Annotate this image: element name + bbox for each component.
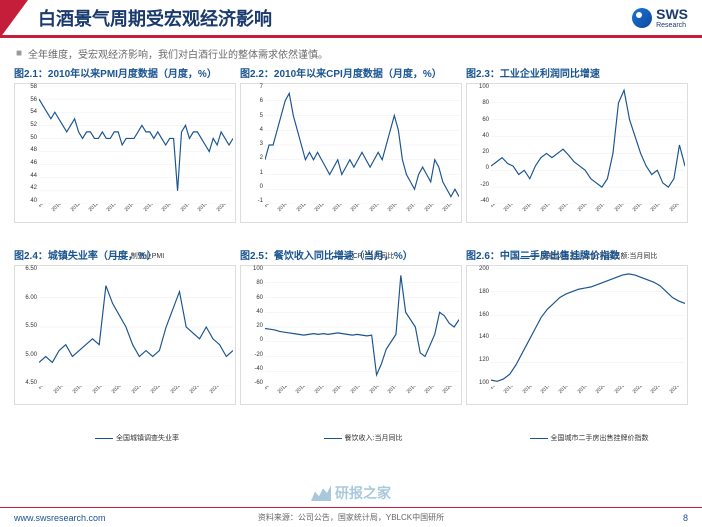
chart-area: 6.506.005.505.004.502018-062018-092019-0… xyxy=(14,265,236,405)
y-axis: 58565452504846444240 xyxy=(15,84,39,204)
watermark-icon xyxy=(311,485,331,501)
chart-title: 图2.5：餐饮收入同比增速（当月，%） xyxy=(240,251,462,263)
chart-title: 图2.4：城镇失业率（月度，%） xyxy=(14,251,236,263)
chart: 图2.4：城镇失业率（月度，%） 6.506.005.505.004.502018… xyxy=(14,251,236,429)
y-axis: 100806040200-20-40-60 xyxy=(241,266,265,386)
page-number: 8 xyxy=(683,513,688,523)
chart-plot xyxy=(265,268,459,386)
chart-area: 76543210-12010-012010-092011-052012-0320… xyxy=(240,83,462,223)
y-axis: 76543210-1 xyxy=(241,84,265,204)
subtitle: ■ 全年维度，受宏观经济影响，我们对白酒行业的整体需求依然谨慎。 xyxy=(0,38,702,69)
y-axis: 6.506.005.505.004.50 xyxy=(15,266,39,386)
chart: 图2.3：工业企业利润同比增速 100806040200-20-402012-12… xyxy=(466,69,688,247)
chart-title: 图2.2：2010年以来CPI月度数据（月度，%） xyxy=(240,69,462,81)
bullet-icon: ■ xyxy=(16,48,22,59)
logo-text: SWS xyxy=(656,6,688,22)
chart-title: 图2.6：中国二手房出售挂牌价指数 xyxy=(466,251,688,263)
chart: 图2.5：餐饮收入同比增速（当月，%） 100806040200-20-40-60… xyxy=(240,251,462,429)
logo-sub: Research xyxy=(656,22,688,29)
chart-plot xyxy=(265,86,459,204)
chart: 图2.6：中国二手房出售挂牌价指数 2001801601401201002015-… xyxy=(466,251,688,429)
sws-logo: SWS Research xyxy=(632,6,688,29)
chart-area: 100806040200-20-40-602010-062011-062012-… xyxy=(240,265,462,405)
footer: www.swsresearch.com 资料来源：公司公告，国家统计局，YBLC… xyxy=(0,507,702,527)
chart-title: 图2.1：2010年以来PMI月度数据（月度，%） xyxy=(14,69,236,81)
chart-area: 585654525048464442402010-012010-032011-0… xyxy=(14,83,236,223)
header: 白酒景气周期受宏观经济影响 SWS Research xyxy=(0,0,702,38)
watermark-text: 研报之家 xyxy=(335,483,391,503)
chart-title: 图2.3：工业企业利润同比增速 xyxy=(466,69,688,81)
charts-grid: 图2.1：2010年以来PMI月度数据（月度，%） 585654525048464… xyxy=(0,69,702,429)
y-axis: 200180160140120100 xyxy=(467,266,491,386)
chart-plot xyxy=(491,86,685,204)
logo-icon xyxy=(632,8,652,28)
x-axis: 2010-012010-032011-032012-052013-052014-… xyxy=(39,204,233,222)
x-axis: 2010-062011-062012-062013-062014-062015-… xyxy=(265,386,459,404)
page-title: 白酒景气周期受宏观经济影响 xyxy=(38,5,272,31)
chart-plot xyxy=(491,268,685,386)
chart-legend: 餐饮收入:当月同比 xyxy=(264,433,462,443)
x-axis: 2015-012015-072016-012017-012018-012019-… xyxy=(491,386,685,404)
chart-plot xyxy=(39,268,233,386)
footer-url: www.swsresearch.com xyxy=(14,513,106,523)
watermark: 研报之家 xyxy=(311,483,391,503)
x-axis: 2010-012010-092011-052012-032013-032014-… xyxy=(265,204,459,222)
footer-source: 资料来源：公司公告，国家统计局，YBLCK中国研所 xyxy=(258,512,444,523)
chart: 图2.1：2010年以来PMI月度数据（月度，%） 585654525048464… xyxy=(14,69,236,247)
subtitle-text: 全年维度，受宏观经济影响，我们对白酒行业的整体需求依然谨慎。 xyxy=(28,46,328,61)
x-axis: 2012-122013-092014-062015-032015-062016-… xyxy=(491,204,685,222)
chart-area: 2001801601401201002015-012015-072016-012… xyxy=(466,265,688,405)
chart: 图2.2：2010年以来CPI月度数据（月度，%） 76543210-12010-… xyxy=(240,69,462,247)
chart-legend: 全国城市二手房出售挂牌价指数 xyxy=(490,433,688,443)
chart-plot xyxy=(39,86,233,204)
chart-area: 100806040200-20-402012-122013-092014-062… xyxy=(466,83,688,223)
y-axis: 100806040200-20-40 xyxy=(467,84,491,204)
x-axis: 2018-062018-092019-062019-122020-062021-… xyxy=(39,386,233,404)
header-accent xyxy=(0,0,28,38)
chart-legend: 全国城镇调查失业率 xyxy=(38,433,236,443)
